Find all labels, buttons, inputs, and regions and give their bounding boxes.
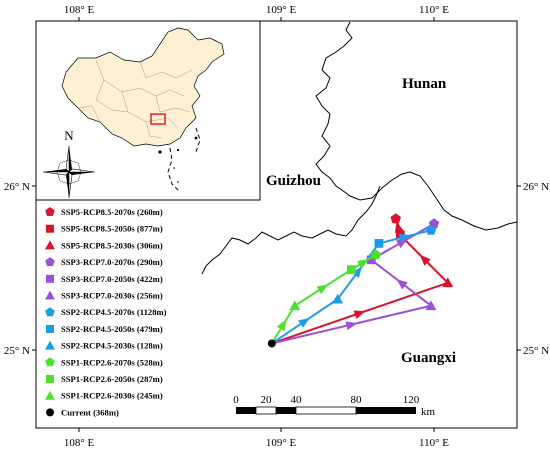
legend-marker-5 xyxy=(45,290,55,300)
right-tick-26: 26° N xyxy=(523,181,549,193)
path-arrow-ssp2-2050s xyxy=(351,266,362,278)
path-arrow-ssp3-2070s xyxy=(396,238,408,249)
inset-internal-boundaries xyxy=(77,59,193,139)
scale-unit-km: km xyxy=(421,406,436,418)
region-label-guangxi: Guangxi xyxy=(401,350,456,366)
hunan-guizhou-boundary xyxy=(315,21,411,201)
legend-label-0: SSP5-RCP8.5-2070s (260m) xyxy=(61,207,163,217)
legend-marker-2 xyxy=(45,240,55,250)
path-arrow-ssp1-2030s xyxy=(276,319,287,332)
inset-map: N xyxy=(35,20,261,201)
centroid-marker-ssp1-2050s xyxy=(346,265,356,275)
path-arrow-ssp2-2030s xyxy=(298,317,310,328)
centroid-marker-ssp2-2030s xyxy=(332,293,344,304)
path-arrow-ssp1-2070s xyxy=(356,259,369,269)
scale-label-40: 40 xyxy=(291,394,303,406)
legend-marker-9 xyxy=(45,357,55,367)
scale-label-0: 0 xyxy=(233,394,239,406)
legend-label-9: SSP1-RCP2.6-2070s (528m) xyxy=(61,357,163,367)
legend-label-2: SSP5-RCP8.5-2030s (306m) xyxy=(61,240,163,250)
path-arrow-ssp3-2050s xyxy=(396,279,408,290)
legend-label-6: SSP2-RCP4.5-2070s (1128m) xyxy=(61,307,167,317)
path-arrow-ssp5-2030s xyxy=(353,310,366,319)
inset-islands xyxy=(158,136,198,183)
legend-label-1: SSP5-RCP8.5-2050s (877m) xyxy=(61,224,163,234)
scale-bar: 0 20 40 80 120 km xyxy=(233,394,435,418)
hunan-guangxi-boundary xyxy=(409,171,518,231)
centroid-marker-ssp2-2050s xyxy=(374,239,384,248)
legend-marker-10 xyxy=(46,375,54,383)
legend-label-4: SSP3-RCP7.0-2050s (422m) xyxy=(61,274,163,284)
tick-marks xyxy=(32,17,521,432)
right-tick-25: 25° N xyxy=(523,345,549,357)
path-arrow-ssp2-2070s xyxy=(398,233,411,243)
legend-marker-8 xyxy=(45,340,55,350)
province-boundaries xyxy=(201,21,518,275)
top-tick-108: 108° E xyxy=(64,4,95,16)
scale-label-20: 20 xyxy=(261,394,273,406)
legend-marker-7 xyxy=(46,324,54,333)
legend-label-10: SSP1-RCP2.6-2050s (287m) xyxy=(61,374,163,384)
left-tick-26: 26° N xyxy=(4,181,30,193)
left-tick-25: 25° N xyxy=(4,345,30,357)
centroid-marker-ssp3-2050s xyxy=(366,255,376,265)
legend-label-11: SSP1-RCP2.6-2030s (245m) xyxy=(61,391,163,401)
bottom-tick-110: 110° E xyxy=(419,437,449,449)
compass-north-label: N xyxy=(64,128,74,143)
legend-label-12: Current (368m) xyxy=(61,407,119,417)
legend-label-3: SSP3-RCP7.0-2070s (290m) xyxy=(61,257,163,267)
path-arrow-ssp1-2050s xyxy=(316,284,329,295)
legend-marker-0 xyxy=(45,207,55,216)
guizhou-guangxi-boundary xyxy=(201,185,381,275)
inset-china-outline xyxy=(61,27,225,147)
legend-marker-1 xyxy=(46,224,54,233)
legend-label-5: SSP3-RCP7.0-2030s (256m) xyxy=(61,291,163,301)
legend: SSP5-RCP8.5-2070s (260m) SSP5-RCP8.5-2050… xyxy=(45,207,167,417)
legend-marker-4 xyxy=(46,274,54,283)
centroid-marker-ssp5-2070s xyxy=(390,213,401,224)
legend-marker-12 xyxy=(46,408,54,417)
bottom-tick-108: 108° E xyxy=(64,437,95,449)
bottom-tick-109: 109° E xyxy=(266,437,297,449)
legend-label-8: SSP2-RCP4.5-2030s (128m) xyxy=(61,341,163,351)
scale-label-120: 120 xyxy=(403,394,420,406)
top-tick-110: 110° E xyxy=(419,4,449,16)
legend-marker-11 xyxy=(45,390,55,400)
path-arrow-ssp5-2070s xyxy=(395,221,404,234)
centroid-marker-current xyxy=(267,339,276,348)
scale-label-80: 80 xyxy=(351,394,363,406)
north-compass xyxy=(42,145,96,199)
legend-marker-6 xyxy=(45,307,55,317)
path-arrow-ssp3-2030s xyxy=(345,321,358,331)
centroid-marker-ssp5-2030s xyxy=(442,277,454,288)
inset-study-area-box xyxy=(150,113,166,125)
centroid-marker-ssp1-2070s xyxy=(370,249,382,260)
centroid-marker-ssp3-2030s xyxy=(425,300,437,311)
legend-label-7: SSP2-RCP4.5-2050s (479m) xyxy=(61,324,163,334)
inset-sea-boundary xyxy=(167,127,201,193)
region-label-guizhou: Guizhou xyxy=(266,173,321,189)
centroid-marker-ssp1-2030s xyxy=(289,300,301,311)
region-label-hunan: Hunan xyxy=(402,76,447,92)
centroid-migration-paths xyxy=(267,213,454,348)
top-tick-109: 109° E xyxy=(266,4,297,16)
path-arrow-ssp5-2050s xyxy=(419,254,431,266)
centroid-marker-ssp2-2070s xyxy=(425,224,437,235)
legend-marker-3 xyxy=(45,257,55,267)
